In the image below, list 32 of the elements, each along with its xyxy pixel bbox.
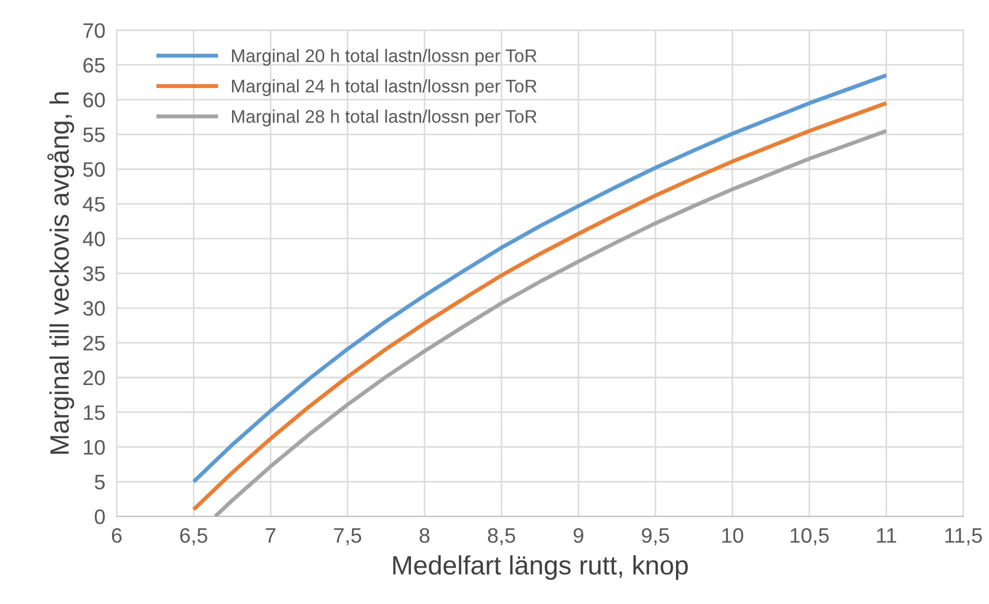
x-tick-label: 11,5: [945, 528, 982, 546]
y-tick-label: 55: [83, 128, 105, 142]
y-tick-label: 45: [82, 197, 105, 212]
y-tick-label: 65: [83, 58, 105, 73]
x-tick-label: 9,5: [642, 528, 670, 546]
legend-label: Marginal 28 h total lastn/lossn per ToR: [232, 110, 537, 126]
legend-label: Marginal 24 h total lastn/lossn per ToR: [232, 79, 537, 96]
x-tick-label: 9: [574, 528, 584, 543]
x-tick-label: 8: [420, 528, 430, 543]
y-tick-label: 50: [83, 162, 105, 177]
x-tick-label: 11: [877, 528, 896, 543]
y-tick-label: 20: [83, 370, 105, 386]
x-tick-label: 6: [112, 528, 122, 543]
x-tick-label: 10,5: [790, 528, 829, 546]
y-tick-label: 10: [84, 440, 105, 455]
x-tick-label: 10: [722, 528, 744, 543]
y-tick-label: 5: [94, 474, 105, 490]
x-tick-label: 7,5: [334, 528, 362, 546]
x-axis-title: Medelfart längs rutt, knop: [393, 555, 688, 580]
y-tick-label: 15: [84, 405, 105, 420]
y-tick-label: 60: [83, 92, 105, 108]
y-tick-label: 70: [83, 23, 105, 38]
y-tick-label: 35: [83, 266, 105, 282]
y-tick-label: 0: [94, 509, 105, 524]
y-tick-label: 40: [82, 232, 105, 246]
y-tick-label: 30: [83, 301, 105, 316]
x-tick-label: 7: [266, 528, 276, 543]
y-axis-title: Marginal till veckovis avgång, h: [47, 92, 74, 454]
y-tick-label: 25: [83, 336, 105, 351]
x-tick-label: 6,5: [180, 528, 208, 546]
x-tick-label: 8,5: [488, 528, 516, 546]
legend-label: Marginal 20 h total lastn/lossn per ToR: [232, 48, 537, 66]
